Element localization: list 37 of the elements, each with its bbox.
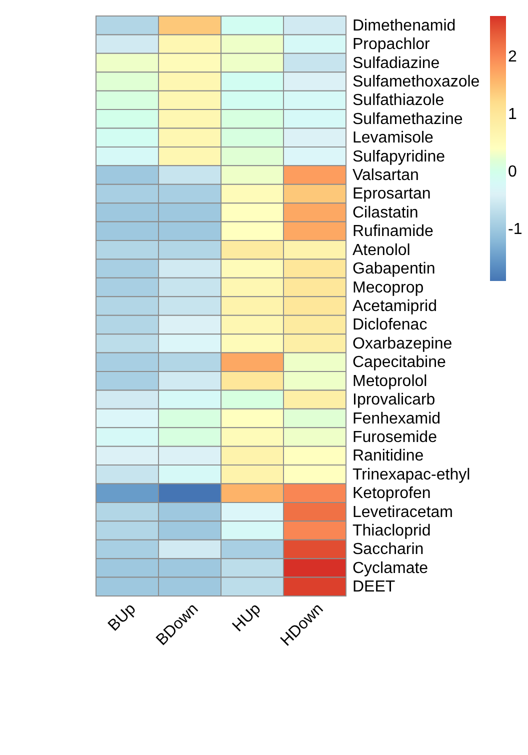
y-tick-label: Sulfapyridine	[352, 148, 446, 166]
y-tick-label: Iprovalicarb	[352, 392, 436, 409]
y-tick-label: Cyclamate	[352, 560, 428, 577]
y-tick-label: Mecoprop	[352, 279, 424, 296]
x-tick-label: HUp	[230, 600, 264, 636]
y-tick-label: DEET	[352, 578, 396, 596]
y-tick-label: Metoprolol	[352, 372, 428, 390]
color-bar-label: -1	[508, 221, 522, 238]
y-tick-label: Sulfamethazine	[352, 110, 463, 128]
y-tick-label: Acetamiprid	[352, 298, 437, 315]
y-tick-label: Propachlor	[352, 36, 431, 54]
y-tick-label: Saccharin	[352, 541, 424, 558]
y-tick-label: Furosemide	[352, 428, 438, 446]
y-tick-label: Ketoprofen	[352, 485, 431, 502]
y-tick-label: Rufinamide	[352, 223, 434, 240]
color-bar-label: 1	[508, 106, 517, 123]
y-tick-label: Atenolol	[352, 242, 410, 259]
y-tick-label: Dimethenamid	[352, 17, 456, 34]
y-tick-label: Valsartan	[352, 167, 419, 184]
y-tick-label: Cilastatin	[352, 204, 418, 222]
y-tick-label: Sulfamethoxazole	[352, 73, 480, 90]
y-tick-label: Levetiracetam	[352, 504, 453, 521]
y-tick-label: Thiacloprid	[352, 522, 431, 540]
y-tick-label: Diclofenac	[352, 316, 428, 334]
color-bar-label: 2	[508, 48, 517, 66]
y-tick-label: Ranitidine	[352, 448, 424, 465]
y-tick-label: Fenhexamid	[352, 410, 441, 428]
y-tick-label: Levamisole	[352, 130, 434, 147]
y-tick-label: Capecitabine	[352, 354, 446, 372]
y-tick-label: Oxarbazepine	[352, 335, 452, 352]
y-tick-label: Sulfathiazole	[352, 92, 444, 110]
color-bar-label: 0	[508, 164, 517, 181]
y-tick-label: Trinexapac-ethyl	[352, 466, 470, 484]
y-tick-label: Sulfadiazine	[352, 54, 440, 72]
x-tick-label: BUp	[105, 600, 140, 635]
y-tick-label: Gabapentin	[352, 260, 436, 278]
y-tick-label: Eprosartan	[352, 186, 431, 203]
